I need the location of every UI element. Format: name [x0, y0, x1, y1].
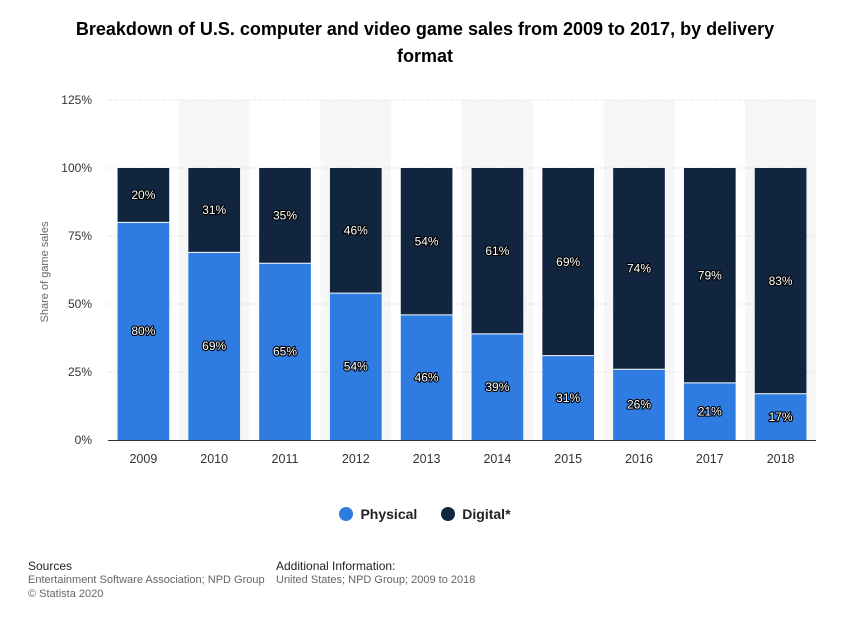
bar-physical [188, 252, 241, 440]
bar-digital [259, 168, 311, 264]
bar-digital [400, 168, 453, 315]
legend-label-physical: Physical [360, 506, 418, 522]
bar-physical [259, 263, 311, 440]
bar-physical [542, 355, 595, 440]
x-tick-label: 2014 [483, 452, 511, 466]
sources-text[interactable]: Entertainment Software Association; NPD … [28, 574, 265, 586]
data-label-physical: 54% [344, 360, 368, 374]
legend: Physical Digital* [0, 506, 850, 522]
additional-info-heading: Additional Information: [276, 559, 396, 573]
chart-title: Breakdown of U.S. computer and video gam… [75, 19, 775, 66]
data-label-digital: 74% [627, 262, 651, 276]
x-tick-label: 2015 [554, 452, 582, 466]
data-label-digital: 31% [202, 203, 226, 217]
data-label-physical: 65% [273, 345, 297, 359]
bar-digital [471, 168, 524, 334]
legend-item-physical[interactable]: Physical [339, 506, 417, 522]
x-tick-label: 2013 [413, 452, 441, 466]
data-label-physical: 21% [698, 404, 722, 418]
axes: 0% 25% 50% 75% 100% 125% Share of game sales 20… [39, 93, 816, 466]
y-tick-label: 0% [75, 433, 93, 447]
data-label-physical: 46% [415, 370, 439, 384]
data-label-physical: 80% [131, 324, 155, 338]
bar-digital [683, 168, 736, 383]
copyright-text[interactable]: © Statista 2020 [28, 588, 104, 600]
bar-digital [117, 168, 170, 223]
bar-physical [329, 293, 382, 440]
legend-item-digital[interactable]: Digital* [441, 506, 511, 522]
legend-swatch-physical [339, 507, 354, 521]
data-label-physical: 31% [556, 391, 580, 405]
additional-info-text: United States; NPD Group; 2009 to 2018 [276, 574, 476, 586]
y-tick-label: 125% [61, 93, 92, 107]
data-label-digital: 69% [556, 255, 580, 269]
x-tick-label: 2011 [272, 452, 299, 466]
data-label-digital: 79% [698, 268, 722, 282]
y-tick-label: 25% [68, 365, 92, 379]
bar-physical [754, 393, 807, 440]
bar-physical [613, 369, 665, 440]
data-label-digital: 46% [344, 224, 368, 238]
data-label-physical: 69% [202, 339, 226, 353]
x-tick-label: 2017 [696, 452, 724, 466]
data-label-physical: 26% [627, 398, 651, 412]
bar-physical [683, 382, 736, 440]
data-label-physical: 17% [769, 410, 793, 424]
bar-physical [117, 222, 170, 440]
bar-digital [754, 168, 807, 394]
data-label-digital: 35% [273, 209, 297, 223]
legend-label-digital: Digital* [462, 506, 511, 522]
bar-digital [329, 168, 382, 294]
bar-digital [188, 168, 241, 253]
x-tick-label: 2010 [200, 452, 228, 466]
bar-digital [542, 168, 595, 356]
x-tick-label: 2016 [625, 452, 653, 466]
data-label-digital: 83% [769, 274, 793, 288]
sources-block: Sources Entertainment Software Associati… [28, 559, 265, 601]
x-tick-label: 2009 [129, 452, 157, 466]
y-tick-label: 50% [68, 297, 92, 311]
data-label-digital: 54% [415, 234, 439, 248]
y-tick-label: 75% [68, 229, 92, 243]
y-axis-label: Share of game sales [39, 221, 51, 322]
bar-digital [613, 168, 665, 370]
x-tick-label: 2012 [342, 452, 370, 466]
bar-physical [400, 314, 453, 440]
legend-swatch-digital [441, 507, 456, 521]
sources-heading: Sources [28, 559, 73, 573]
data-label-digital: 61% [485, 244, 509, 258]
data-label-digital: 20% [131, 188, 155, 202]
data-label-physical: 39% [485, 380, 509, 394]
x-tick-label: 2018 [767, 452, 795, 466]
bar-physical [471, 333, 524, 440]
bars [117, 168, 807, 440]
y-tick-label: 100% [61, 161, 92, 175]
additional-info-block: Additional Information: United States; N… [276, 559, 475, 587]
chart: 80% 20% 69% 31% 65% 35% 54% 46% 46% 54% 39% 61% 31% 6… [39, 93, 816, 466]
data-labels: 80% 20% 69% 31% 65% 35% 54% 46% 46% 54% 39% 61% 31% 6… [130, 187, 794, 425]
